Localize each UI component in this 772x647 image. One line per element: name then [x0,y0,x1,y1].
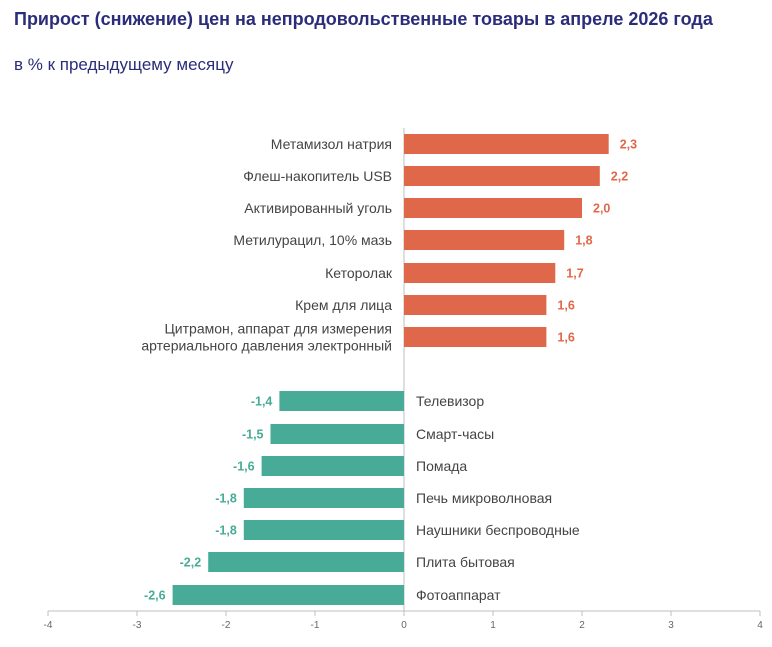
bar [404,198,582,218]
category-label: Крем для лица [295,297,392,313]
category-label: Печь микроволновая [416,490,552,506]
bar-value-label: -2,2 [180,556,202,570]
category-label-line: Кеторолак [325,265,393,281]
bar [279,391,404,411]
category-label-line: Смарт-часы [416,426,494,442]
bar-value-label: -2,6 [144,589,166,603]
category-label-line: Активированный уголь [244,200,392,216]
chart-title: Прирост (снижение) цен на непродовольств… [14,9,713,29]
category-label-line: Крем для лица [295,297,392,313]
x-tick-label: -3 [133,620,142,631]
category-label: Метамизол натрия [271,136,392,152]
bar-value-label: 2,0 [593,202,610,216]
category-label: Цитрамон, аппарат для измерения артериаль… [141,321,392,354]
category-label: Активированный уголь [244,200,392,216]
category-label-line: Печь микроволновая [416,490,552,506]
category-label: Фотоаппарат [416,587,501,603]
category-label-line: Флеш-накопитель USB [243,168,392,184]
x-tick-label: 0 [401,620,407,631]
bar [404,230,565,250]
bar [404,263,556,283]
bar [243,488,404,508]
bar [404,327,547,347]
category-label: Помада [416,458,467,474]
category-label: Телевизор [416,393,484,409]
category-label-line: Метилурацил, 10% мазь [233,232,392,248]
category-label-line: Наушники беспроводные [416,522,580,538]
bar [404,166,600,186]
category-label: Наушники беспроводные [416,522,580,538]
bar-value-label: -1,8 [215,492,237,506]
bar [404,134,609,154]
category-label-line: артериального давления электронный [141,338,392,354]
category-label-line: Плита бытовая [416,554,515,570]
x-tick-label: 2 [579,620,585,631]
bar-value-label: -1,4 [251,395,273,409]
bar [243,520,404,540]
bar [270,424,404,444]
x-tick-label: 1 [490,620,496,631]
chart-subtitle: в % к предыдущему месяцу [14,55,234,74]
x-tick-label: -2 [222,620,231,631]
x-tick-label: -4 [44,620,53,631]
bar-value-label: -1,5 [242,428,264,442]
bar-value-label: 2,3 [620,138,637,152]
x-tick-label: -1 [311,620,320,631]
x-tick-label: 3 [668,620,674,631]
category-label-line: Помада [416,458,467,474]
bar-value-label: 2,2 [611,170,628,184]
category-label-line: Цитрамон, аппарат для измерения [164,321,392,337]
x-tick-label: 4 [757,620,763,631]
category-label: Смарт-часы [416,426,494,442]
bar-value-label: 1,7 [566,267,583,281]
category-label-line: Фотоаппарат [416,587,501,603]
bar-value-label: 1,6 [557,299,574,313]
category-label-line: Телевизор [416,393,484,409]
bar [172,585,404,605]
bar-value-label: -1,8 [215,524,237,538]
bar-value-label: 1,8 [575,234,592,248]
bar-value-label: -1,6 [233,460,255,474]
category-label: Флеш-накопитель USB [243,168,392,184]
bar-value-label: 1,6 [557,331,574,345]
bar [261,456,404,476]
category-label-line: Метамизол натрия [271,136,392,152]
bar [208,552,404,572]
category-label: Кеторолак [325,265,393,281]
bar [404,295,547,315]
category-label: Метилурацил, 10% мазь [233,232,392,248]
category-label: Плита бытовая [416,554,515,570]
